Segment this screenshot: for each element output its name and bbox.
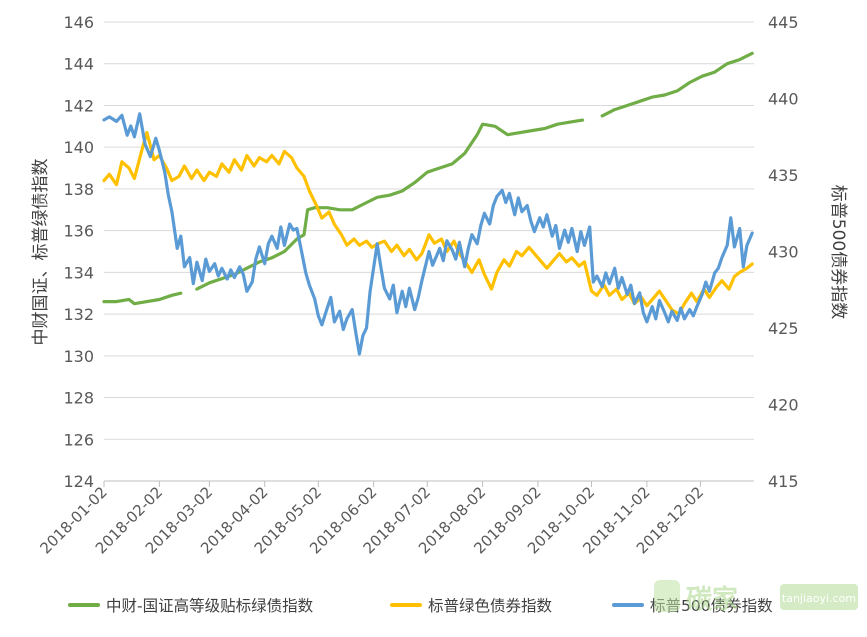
legend: 中财-国证高等级贴标绿债指数 标普绿色债券指数 标普500债券指数 [0,590,867,620]
y-right-tick-label: 430 [768,243,799,262]
watermark-badge [780,584,858,610]
legend-item-sp-green-bond: 标普绿色债券指数 [390,590,552,620]
y-left-tick-label: 136 [63,222,94,241]
legend-item-sp500-bond: 标普500债券指数 [612,590,773,620]
y-left-tick-label: 142 [63,96,94,115]
y-right-tick-label: 435 [768,166,799,185]
watermark-leaf-icon [654,580,680,612]
watermark-text: 碳家 [686,584,738,615]
watermark-logo: 碳家 tanjiaoyi.com [654,580,858,615]
legend-swatch-blue [612,603,644,607]
series-line-cf-green-bond [600,51,754,118]
y-left-tick-label: 134 [63,263,94,282]
y-right-tick-label: 420 [768,396,799,415]
legend-swatch-green [68,603,100,607]
y-left-axis-title: 中财国证、标普绿债指数 [31,159,51,346]
y-left-tick-label: 140 [63,138,94,157]
y-right-tick-label: 440 [768,90,799,109]
y-left-tick-label: 130 [63,347,94,366]
series-line-sp500-bond [102,112,754,356]
series-line-cf-green-bond [102,291,183,306]
y-right-tick-label: 425 [768,319,799,338]
y-left-tick-label: 138 [63,180,94,199]
legend-label: 标普绿色债券指数 [428,597,553,615]
legend-label: 标普500债券指数 [650,597,773,615]
y-left-tick-label: 124 [63,472,94,491]
legend-swatch-yellow [390,603,422,607]
y-right-tick-label: 415 [768,472,799,491]
y-left-tick-label: 128 [63,389,94,408]
legend-item-cf-green-bond: 中财-国证高等级贴标绿债指数 [68,590,313,620]
series-line-sp-green-bond [102,131,754,316]
watermark-domain: tanjiaoyi.com [782,592,856,605]
y-right-axis-title: 标普500债券指数 [828,185,848,319]
y-left-tick-label: 126 [63,430,94,449]
y-left-tick-label: 146 [63,13,94,32]
legend-label: 中财-国证高等级贴标绿债指数 [106,597,314,615]
y-right-tick-label: 445 [768,13,799,32]
y-left-tick-label: 132 [63,305,94,324]
y-left-tick-label: 144 [63,55,94,74]
